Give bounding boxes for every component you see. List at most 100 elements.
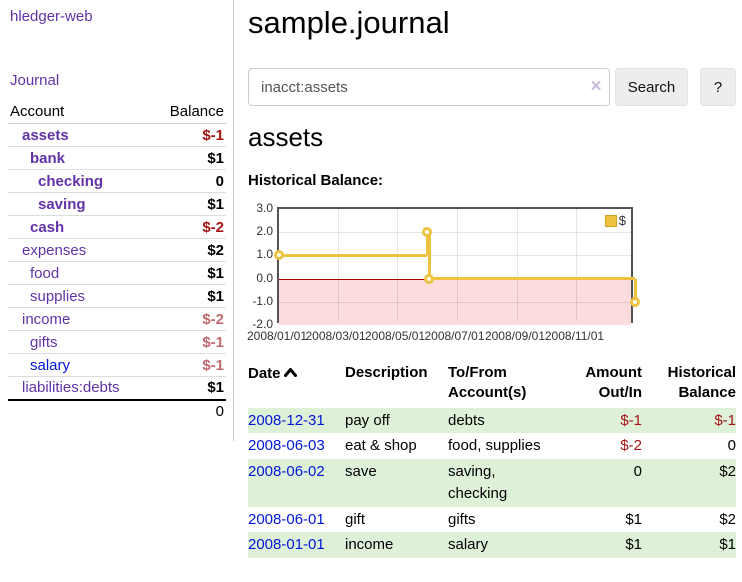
sidebar-divider bbox=[233, 0, 234, 441]
y-axis-tick-label: 2.0 bbox=[256, 224, 273, 239]
account-link[interactable]: cash bbox=[30, 218, 65, 236]
account-balance: $1 bbox=[152, 146, 226, 170]
account-link[interactable]: bank bbox=[30, 149, 66, 167]
account-balance: $1 bbox=[152, 192, 226, 216]
x-axis-tick-label: 2008/09/01 bbox=[484, 329, 545, 343]
account-row: cash $-2 bbox=[8, 215, 226, 239]
gridline bbox=[517, 209, 518, 321]
transaction-balance: $2 bbox=[719, 510, 736, 528]
y-axis-tick-label: 3.0 bbox=[256, 201, 273, 215]
account-balance: $-1 bbox=[152, 123, 226, 147]
help-button[interactable]: ? bbox=[700, 68, 736, 106]
transaction-balance: 0 bbox=[727, 437, 736, 455]
account-link[interactable]: supplies bbox=[30, 287, 86, 305]
transaction-date-link[interactable]: 2008-01-01 bbox=[248, 536, 325, 554]
account-link[interactable]: income bbox=[22, 310, 71, 328]
account-row: expenses $2 bbox=[8, 238, 226, 262]
x-axis-tick-label: 2008/01/01 bbox=[246, 329, 308, 343]
chart-x-axis: 2008/01/01 2008/03/01 2008/05/01 2008/07/01… bbox=[247, 329, 633, 345]
account-link[interactable]: food bbox=[30, 264, 60, 282]
clear-search-icon[interactable]: × bbox=[590, 76, 602, 97]
accounts-header-account: Account bbox=[8, 100, 153, 124]
account-row: gifts $-1 bbox=[8, 330, 226, 354]
account-row: income $-2 bbox=[8, 307, 226, 331]
account-link[interactable]: assets bbox=[22, 126, 69, 144]
register-row: 2008-06-01 gift gifts $1 $2 bbox=[248, 507, 736, 533]
brand-link[interactable]: hledger-web bbox=[10, 8, 93, 25]
account-row: food $1 bbox=[8, 261, 226, 285]
transaction-balance: $1 bbox=[719, 536, 736, 554]
legend-label: $ bbox=[618, 213, 626, 228]
y-axis-tick-label: -2.0 bbox=[252, 317, 273, 331]
gridline bbox=[279, 255, 631, 256]
account-balance: $-1 bbox=[152, 330, 226, 354]
main-content: sample.journal × Search ? assets Histori… bbox=[247, 0, 736, 582]
account-heading: assets bbox=[248, 122, 324, 152]
register-header-date[interactable]: Date bbox=[248, 361, 345, 408]
transaction-amount: $1 bbox=[625, 510, 642, 528]
accounts-total-row: 0 bbox=[8, 398, 226, 423]
transaction-amount: $-2 bbox=[620, 437, 642, 455]
transaction-description: save bbox=[345, 463, 377, 480]
gridline bbox=[576, 209, 577, 321]
transaction-description: pay off bbox=[345, 411, 390, 429]
gridline bbox=[457, 209, 458, 321]
accounts-table: Account Balance assets $-1 bank $1 checking 0… bbox=[8, 100, 226, 423]
chart-legend: $ bbox=[602, 212, 628, 229]
transaction-date-link[interactable]: 2008-06-01 bbox=[248, 510, 325, 528]
transaction-accounts: debts bbox=[448, 411, 485, 429]
gridline bbox=[279, 232, 631, 233]
account-row: bank $1 bbox=[8, 146, 226, 170]
sidebar: hledger-web Journal Account Balance asse… bbox=[0, 0, 233, 582]
transaction-description: gift bbox=[345, 510, 366, 528]
account-row: assets $-1 bbox=[8, 123, 226, 147]
register-row: 2008-01-01 income salary $1 $1 bbox=[248, 532, 736, 558]
transaction-date-link[interactable]: 2008-06-03 bbox=[248, 437, 325, 455]
y-axis-tick-label: 0.0 bbox=[256, 270, 273, 285]
register-header-description: Description bbox=[345, 364, 428, 381]
gridline bbox=[338, 209, 339, 321]
y-axis-tick-label: 1.0 bbox=[256, 247, 273, 262]
account-balance: $1 bbox=[152, 284, 226, 308]
sort-ascending-icon bbox=[283, 363, 297, 383]
series-segment bbox=[427, 232, 431, 279]
accounts-table-header: Account Balance bbox=[8, 100, 226, 124]
gridline bbox=[279, 302, 631, 303]
chart-plot-area: $ bbox=[274, 207, 640, 325]
search-button[interactable]: Search bbox=[615, 68, 688, 106]
sidebar-item-journal[interactable]: Journal bbox=[10, 72, 60, 89]
account-balance: $-2 bbox=[152, 215, 226, 239]
transaction-amount: $1 bbox=[625, 536, 642, 554]
transaction-accounts: salary bbox=[448, 536, 489, 554]
register-row: 2008-12-31 pay off debts $-1 $-1 bbox=[248, 407, 736, 434]
accounts-header-balance: Balance bbox=[152, 100, 226, 124]
register-header-row: Date Description To/From Account(s) Amou… bbox=[248, 361, 736, 408]
transaction-accounts: saving, checking bbox=[448, 463, 508, 502]
account-link[interactable]: checking bbox=[38, 172, 104, 190]
transaction-date-link[interactable]: 2008-12-31 bbox=[248, 411, 325, 429]
x-axis-tick-label: 2008/07/01 bbox=[424, 329, 485, 343]
account-balance: 0 bbox=[152, 169, 226, 193]
transaction-accounts: gifts bbox=[448, 510, 476, 528]
account-link[interactable]: expenses bbox=[22, 241, 87, 259]
account-row: liabilities:debts $1 bbox=[8, 376, 226, 400]
search-input[interactable] bbox=[248, 68, 610, 106]
x-axis-tick-label: 2008/03/01 bbox=[305, 329, 366, 343]
account-link[interactable]: gifts bbox=[30, 333, 58, 351]
register-header-amount: Amount Out/In bbox=[585, 364, 642, 402]
negative-region-fill bbox=[279, 278, 631, 325]
transaction-description: eat & shop bbox=[345, 437, 417, 455]
register-header-date-label: Date bbox=[248, 365, 281, 382]
account-link[interactable]: saving bbox=[38, 195, 86, 213]
gridline bbox=[397, 209, 398, 321]
data-point-marker bbox=[630, 296, 640, 307]
account-balance: $-1 bbox=[152, 353, 226, 377]
search-form: × Search ? bbox=[248, 68, 736, 106]
account-link[interactable]: salary bbox=[30, 356, 71, 374]
account-link[interactable]: liabilities:debts bbox=[22, 379, 120, 397]
account-row: salary $-1 bbox=[8, 353, 226, 377]
account-row: checking 0 bbox=[8, 169, 226, 193]
account-balance: $1 bbox=[152, 376, 226, 400]
transaction-amount: 0 bbox=[633, 463, 642, 480]
transaction-date-link[interactable]: 2008-06-02 bbox=[248, 463, 325, 480]
